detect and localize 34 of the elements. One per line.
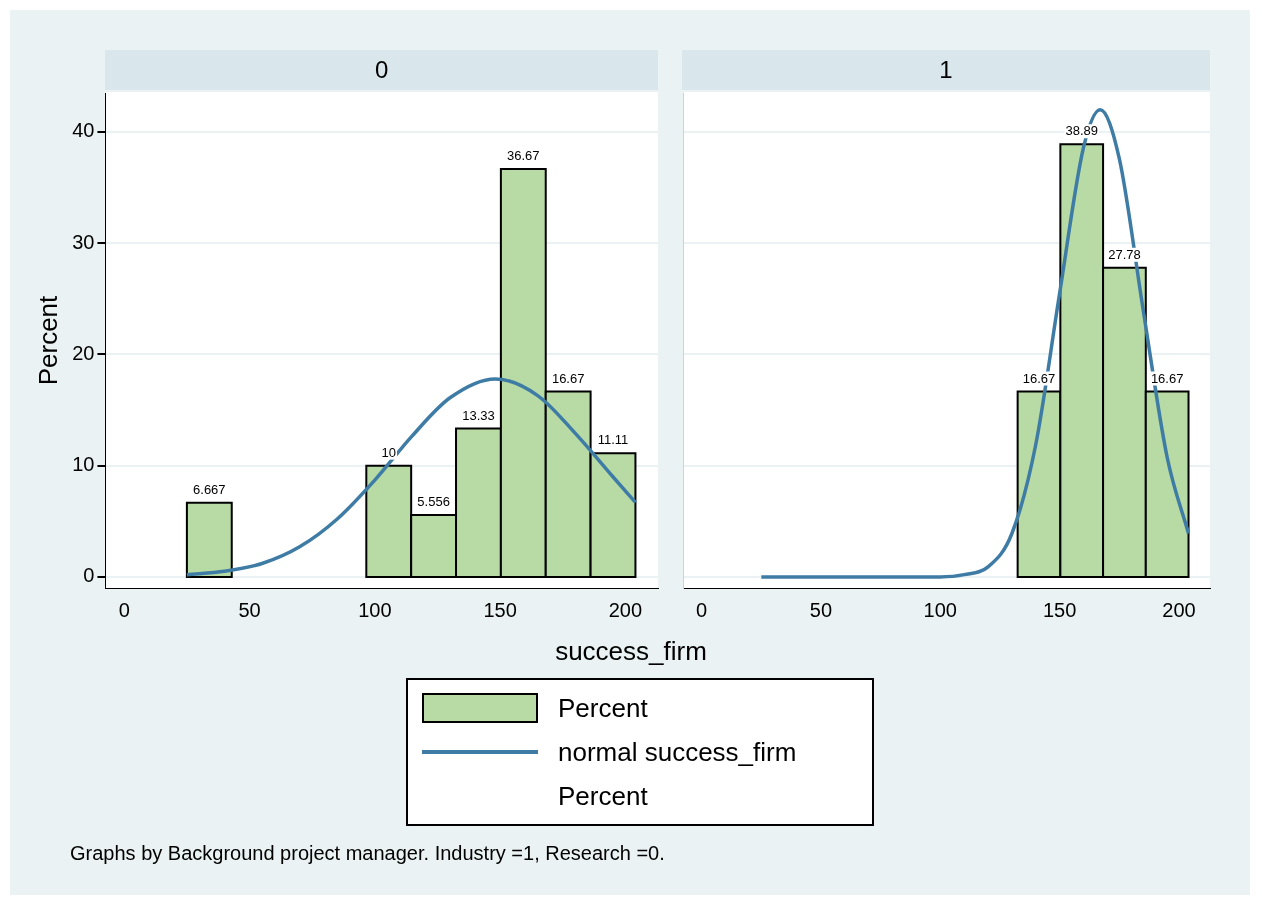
y-tick-label: 20	[72, 341, 95, 364]
x-tick-label: 50	[238, 598, 261, 621]
data-label: 16.67	[1150, 370, 1184, 386]
chart-title: 0	[105, 50, 658, 90]
x-tick-label: 150	[1042, 598, 1077, 621]
x-tick-label: 50	[809, 598, 833, 621]
x-tick-label: 150	[483, 598, 517, 621]
data-label: 27.78	[1108, 246, 1141, 262]
data-label: 10	[381, 444, 396, 460]
x-tick-label: 200	[1162, 598, 1196, 621]
x-tick-label: 200	[608, 598, 643, 621]
x-axis-title: success_firm	[554, 636, 708, 667]
data-label: 11.11	[597, 432, 629, 448]
x-tick-label: 0	[696, 598, 708, 621]
data-label: 16.67	[551, 370, 585, 386]
x-tick-label: 0	[118, 598, 130, 621]
data-label: 36.67	[507, 148, 540, 164]
text: Graphs by Background project manager. Industry =1, Research =0.	[70, 842, 665, 865]
y-tick-label: 10	[72, 453, 95, 476]
data-label: 13.33	[462, 407, 495, 423]
y-tick-label: 30	[72, 230, 95, 253]
chart-title: 1	[682, 50, 1210, 90]
data-label: 6.667	[193, 481, 226, 497]
x-tick-label: 100	[358, 598, 392, 621]
legend-label: normal success_firm	[558, 736, 797, 768]
legend-label: Percent	[558, 692, 648, 724]
y-axis-title: Percent	[32, 294, 63, 386]
data-label: 38.89	[1065, 123, 1098, 139]
y-tick-label: 40	[72, 119, 95, 142]
data-label: 16.67	[1022, 370, 1056, 386]
y-tick-label: 0	[83, 564, 95, 587]
data-label: 5.556	[417, 494, 450, 510]
text: Percent	[558, 780, 648, 812]
x-tick-label: 100	[923, 598, 957, 621]
